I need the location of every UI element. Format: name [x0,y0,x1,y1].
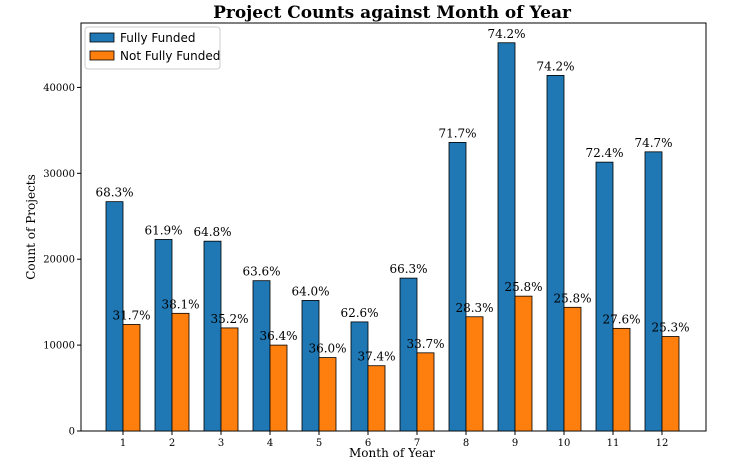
x-axis: 1 2 3 4 5 6 7 8 9 10 11 12 [120,431,669,449]
data-label-not-fully-funded: 36.0% [308,342,346,356]
data-label-fully-funded: 74.7% [634,136,672,150]
x-tick-label: 7 [414,438,420,449]
legend-label: Not Fully Funded [120,49,220,63]
data-label-not-fully-funded: 28.3% [455,301,493,315]
bar-fully-funded [546,74,565,432]
legend-swatch [89,50,115,61]
data-label-fully-funded: 64.8% [193,225,231,239]
bar-not-fully-funded [171,312,190,432]
data-label-not-fully-funded: 25.3% [651,321,689,335]
bar-fully-funded [448,141,467,432]
y-tick-label: 40000 [43,83,75,94]
data-label-not-fully-funded: 33.7% [406,337,444,351]
data-label-fully-funded: 63.6% [242,265,280,279]
bar-not-fully-funded [563,306,582,432]
bar-not-fully-funded [122,324,141,432]
bar-not-fully-funded [416,352,435,432]
bar-not-fully-funded [269,344,288,432]
x-tick-label: 11 [607,438,620,449]
bar-fully-funded [497,42,516,432]
data-label-not-fully-funded: 31.7% [112,308,150,322]
x-tick-label: 6 [365,438,371,449]
bar-fully-funded [399,277,418,432]
y-axis: 0 10000 20000 30000 40000 [43,83,81,438]
bar-fully-funded [252,280,271,432]
data-label-not-fully-funded: 25.8% [553,291,591,305]
y-tick-label: 20000 [43,255,75,266]
data-label-fully-funded: 64.0% [291,284,329,298]
bar-fully-funded [203,240,222,432]
y-tick-label: 0 [69,427,75,438]
x-tick-label: 2 [169,438,175,449]
x-tick-label: 3 [218,438,224,449]
data-labels: 68.3% 61.9% 64.8% 63.6% 64.0% 62.6% 66.3% 71.7%… [95,27,689,364]
bar-not-fully-funded [220,327,239,432]
bar-not-fully-funded [514,295,533,432]
plot-frame [80,22,707,432]
data-label-fully-funded: 74.2% [536,59,574,73]
x-tick-label: 12 [656,438,669,449]
bar-not-fully-funded [318,357,337,432]
data-label-fully-funded: 61.9% [144,223,182,237]
legend-swatch [89,32,115,43]
legend: Fully Funded Not Fully Funded [84,26,221,70]
data-label-fully-funded: 71.7% [438,126,476,140]
data-label-fully-funded: 66.3% [389,262,427,276]
chart-title: Project Counts against Month of Year [213,3,572,23]
bar-fully-funded [644,151,663,432]
data-label-not-fully-funded: 27.6% [602,312,640,326]
bar-fully-funded [301,300,320,432]
data-label-not-fully-funded: 36.4% [259,329,297,343]
data-label-not-fully-funded: 38.1% [161,297,199,311]
bar-fully-funded [595,161,614,432]
data-label-fully-funded: 68.3% [95,186,133,200]
x-tick-label: 1 [120,438,126,449]
y-tick-label: 10000 [43,341,75,352]
bar-fully-funded [105,201,124,432]
x-axis-label: Month of Year [349,446,435,460]
x-tick-label: 4 [267,438,273,449]
data-label-not-fully-funded: 37.4% [357,350,395,364]
data-label-not-fully-funded: 35.2% [210,312,248,326]
bar-not-fully-funded [612,327,631,432]
x-tick-label: 5 [316,438,322,449]
data-label-fully-funded: 74.2% [487,27,525,41]
legend-box [84,26,221,70]
data-label-not-fully-funded: 25.8% [504,280,542,294]
data-label-fully-funded: 62.6% [340,306,378,320]
data-label-fully-funded: 72.4% [585,146,623,160]
y-axis-label: Count of Projects [24,174,38,280]
bar-not-fully-funded [465,316,484,432]
x-tick-label: 8 [463,438,469,449]
bar-not-fully-funded [661,336,680,432]
x-tick-label: 10 [558,438,571,449]
x-tick-label: 9 [512,438,518,449]
bar-not-fully-funded [367,365,386,432]
y-tick-label: 30000 [43,169,75,180]
bar-fully-funded [154,239,173,432]
legend-label: Fully Funded [120,31,196,45]
bar-fully-funded [350,321,369,432]
bar-series [105,42,680,432]
